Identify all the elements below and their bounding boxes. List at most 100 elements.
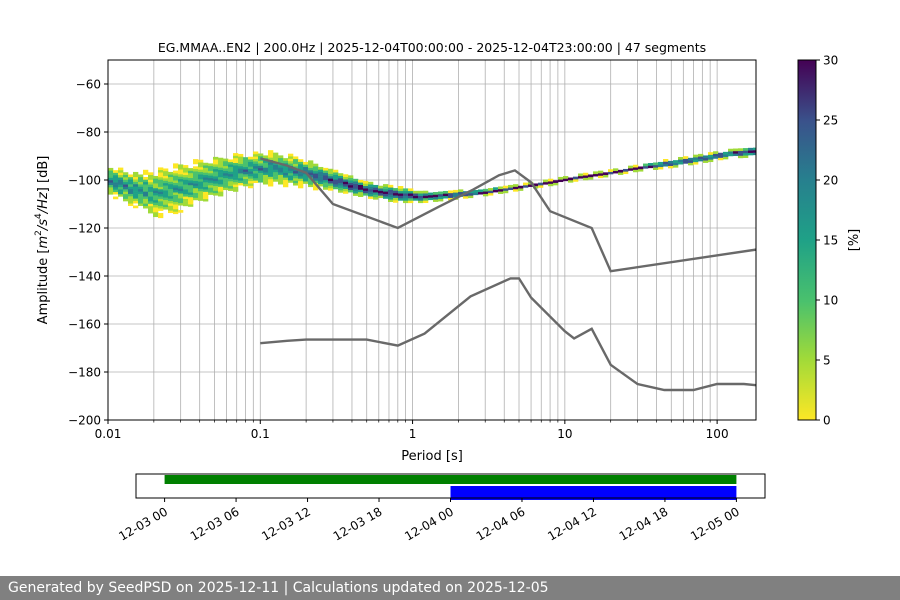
- density-cell: [173, 208, 179, 212]
- density-cell: [158, 201, 164, 204]
- density-cell: [228, 176, 234, 179]
- density-cell: [263, 174, 269, 178]
- density-cell: [193, 190, 199, 194]
- density-cell: [718, 155, 724, 158]
- density-cell: [543, 179, 549, 183]
- density-cell: [668, 160, 674, 164]
- density-cell: [693, 159, 699, 163]
- density-cell: [278, 155, 284, 159]
- density-cell: [398, 188, 404, 192]
- density-cell: [233, 169, 239, 173]
- density-cell: [233, 155, 239, 159]
- density-cell: [303, 181, 309, 184]
- density-cell: [218, 160, 224, 163]
- density-cell: [693, 154, 699, 158]
- density-cell: [548, 183, 554, 187]
- density-cell: [168, 174, 174, 178]
- density-cell: [188, 177, 194, 181]
- density-cell: [473, 192, 479, 196]
- density-cell: [148, 172, 154, 176]
- density-cell: [308, 172, 314, 176]
- density-cell: [208, 165, 214, 169]
- density-cell: [223, 180, 229, 183]
- density-cell: [318, 169, 324, 173]
- density-cell: [183, 184, 189, 187]
- density-cell: [223, 170, 229, 174]
- density-cell: [313, 185, 319, 188]
- density-cell: [293, 175, 299, 179]
- density-cell: [163, 168, 169, 172]
- density-cell: [128, 174, 134, 178]
- density-cell: [178, 186, 184, 189]
- density-cell: [213, 161, 219, 165]
- density-cell: [258, 179, 264, 183]
- colorbar-tick-label: 20: [823, 174, 838, 188]
- density-cell: [328, 178, 334, 182]
- density-cell: [388, 184, 394, 188]
- density-cell: [543, 181, 549, 185]
- density-cell: [148, 210, 154, 214]
- density-cell: [108, 172, 114, 176]
- density-cell: [303, 166, 309, 170]
- density-cell: [153, 183, 159, 186]
- density-cell: [263, 172, 269, 175]
- density-cell: [353, 186, 359, 189]
- density-cell: [198, 181, 204, 185]
- density-cell: [113, 182, 119, 185]
- density-cell: [163, 170, 169, 174]
- density-cell: [253, 170, 259, 174]
- density-cell: [598, 170, 604, 174]
- density-cell: [363, 183, 369, 187]
- density-cell: [723, 151, 729, 155]
- density-cell: [203, 162, 209, 166]
- density-cell: [233, 167, 239, 171]
- density-cell: [333, 169, 339, 173]
- density-cell: [278, 176, 284, 180]
- density-cell: [143, 198, 149, 202]
- density-cell: [293, 166, 299, 169]
- density-cell: [708, 156, 714, 160]
- density-cell: [413, 195, 419, 199]
- density-cell: [248, 166, 254, 170]
- density-cell: [118, 172, 124, 176]
- density-cell: [483, 191, 489, 194]
- density-cell: [113, 174, 119, 178]
- density-cell: [228, 183, 234, 187]
- density-cell: [263, 167, 269, 171]
- density-cell: [228, 185, 234, 189]
- density-cell: [198, 169, 204, 173]
- density-cell: [243, 164, 249, 168]
- density-cell: [188, 170, 194, 174]
- density-cell: [253, 165, 259, 169]
- density-cell: [158, 193, 164, 197]
- y-tick-label: −180: [68, 366, 101, 380]
- density-cell: [353, 190, 359, 194]
- y-tick-label: −100: [68, 174, 101, 188]
- density-cell: [213, 173, 219, 177]
- density-cell: [248, 185, 254, 189]
- density-cell: [148, 205, 154, 209]
- density-cell: [178, 188, 184, 192]
- density-cell: [298, 173, 304, 177]
- density-cell: [113, 184, 119, 188]
- density-cell: [188, 194, 194, 198]
- x-tick-label: 0.1: [251, 427, 270, 441]
- density-cell: [183, 169, 189, 173]
- density-cell: [753, 147, 756, 151]
- density-cell: [213, 166, 219, 170]
- density-cell: [368, 184, 374, 187]
- density-cell: [183, 165, 189, 168]
- density-cell: [118, 177, 124, 180]
- density-cell: [263, 179, 269, 183]
- timeline-tick-label: 12-03 06: [188, 504, 242, 543]
- density-cell: [253, 180, 259, 184]
- density-cell: [218, 191, 224, 195]
- density-cell: [388, 199, 394, 202]
- density-cell: [228, 178, 234, 182]
- density-cell: [168, 203, 174, 206]
- density-cell: [158, 174, 164, 178]
- density-cell: [383, 196, 389, 199]
- density-cell: [308, 160, 314, 164]
- density-cell: [213, 178, 219, 182]
- density-cell: [278, 179, 284, 183]
